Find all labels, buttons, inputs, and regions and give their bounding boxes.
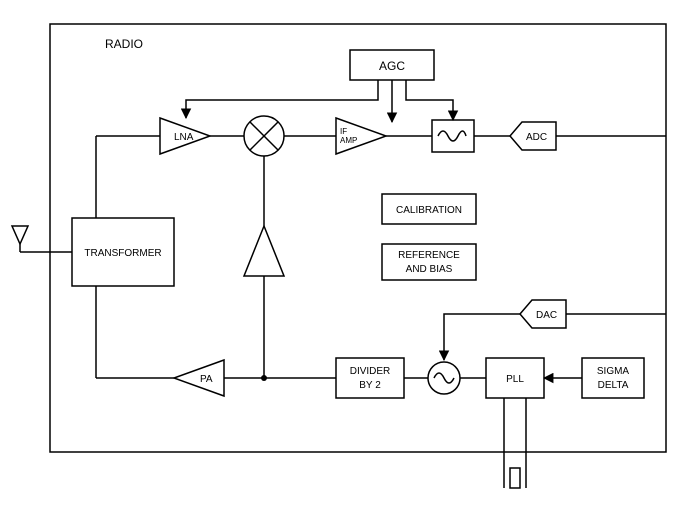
agc-label: AGC [379, 59, 405, 73]
dac-label: DAC [536, 310, 557, 321]
crystal-icon [504, 468, 526, 488]
refbias-label-1: REFERENCE [398, 250, 460, 261]
mixer-icon [244, 116, 284, 156]
antenna-icon [12, 226, 28, 252]
radio-block-diagram: RADIO AGC LNA IF AMP ADC [0, 0, 694, 518]
calibration-block: CALIBRATION [382, 194, 476, 224]
transformer-block: TRANSFORMER [72, 218, 174, 286]
transformer-label: TRANSFORMER [84, 248, 161, 259]
svg-text:DELTA: DELTA [598, 380, 629, 391]
filter-block [432, 120, 474, 152]
if-amp-label: IF [340, 127, 347, 136]
pll-label: PLL [506, 374, 524, 385]
refbias-label-2: AND BIAS [406, 264, 453, 275]
node-dot [261, 375, 267, 381]
refbias-block: REFERENCE AND BIAS [382, 244, 476, 280]
adc-label: ADC [526, 132, 547, 143]
lna-label: LNA [174, 132, 194, 143]
svg-text:AMP: AMP [340, 136, 357, 145]
divider-block: DIVIDER BY 2 [336, 358, 404, 398]
svg-text:BY 2: BY 2 [359, 380, 381, 391]
calibration-label: CALIBRATION [396, 205, 462, 216]
oscillator-icon [428, 362, 460, 394]
svg-text:SIGMA: SIGMA [597, 366, 630, 377]
pa-label: PA [200, 374, 213, 385]
title-radio: RADIO [105, 37, 143, 51]
agc-block: AGC [350, 50, 434, 80]
sigma-delta-block: SIGMA DELTA [582, 358, 644, 398]
pll-block: PLL [486, 358, 544, 398]
svg-text:DIVIDER: DIVIDER [350, 366, 391, 377]
